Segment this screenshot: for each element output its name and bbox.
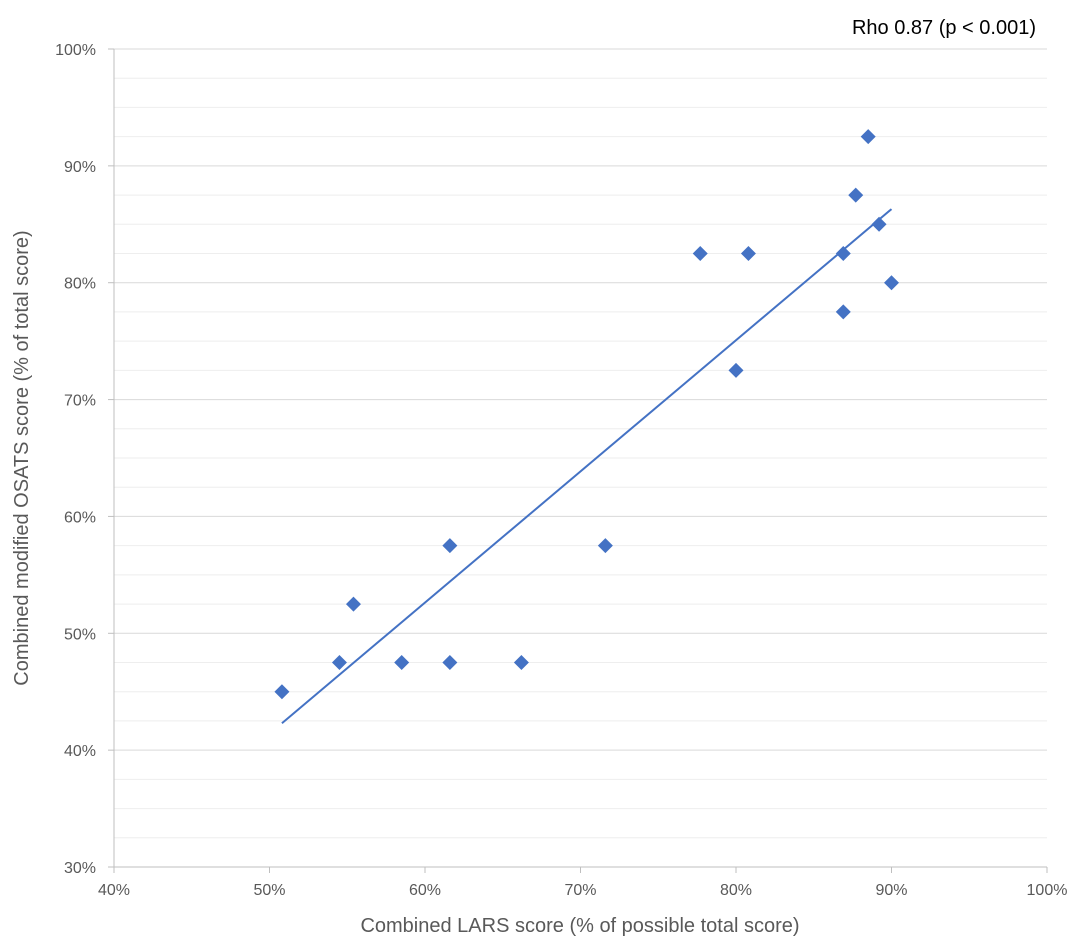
- y-tick-label: 90%: [64, 159, 96, 176]
- x-tick-label: 40%: [98, 882, 130, 899]
- data-points: [274, 129, 899, 700]
- data-point: [728, 362, 744, 378]
- data-point: [692, 246, 708, 261]
- data-point: [871, 216, 887, 232]
- y-axis-title: Combined modified OSATS score (% of tota…: [11, 230, 33, 685]
- data-point: [513, 655, 529, 670]
- y-tick-label: 60%: [64, 509, 96, 526]
- trendline: [281, 208, 893, 725]
- x-axis-title: Combined LARS score (% of possible total…: [360, 915, 799, 937]
- data-point: [835, 304, 851, 320]
- y-tick-label: 100%: [55, 42, 96, 59]
- x-tick-label: 90%: [875, 882, 907, 899]
- data-point: [740, 246, 756, 261]
- data-point: [394, 655, 410, 670]
- correlation-annotation: Rho 0.87 (p < 0.001): [852, 17, 1036, 39]
- y-tick-label: 70%: [64, 393, 96, 410]
- data-point: [331, 655, 347, 670]
- minor-gridlines: [114, 77, 1047, 839]
- y-tick-label: 30%: [64, 860, 96, 877]
- y-axis-ticks: 30% 40% 50% 60% 70% 80% 90% 100%: [55, 42, 114, 877]
- x-tick-label: 50%: [253, 882, 285, 899]
- major-gridlines: [114, 48, 1047, 751]
- y-tick-label: 40%: [64, 743, 96, 760]
- x-tick-label: 60%: [409, 882, 441, 899]
- data-point: [345, 596, 361, 612]
- data-point: [274, 684, 290, 700]
- data-point: [884, 275, 899, 291]
- data-point: [597, 538, 613, 554]
- x-tick-label: 70%: [564, 882, 596, 899]
- data-point: [442, 655, 458, 670]
- x-axis-ticks: 40% 50% 60% 70% 80% 90% 100%: [98, 867, 1067, 899]
- data-point: [835, 246, 851, 261]
- x-tick-label: 100%: [1027, 882, 1068, 899]
- y-tick-label: 50%: [64, 626, 96, 643]
- y-tick-label: 80%: [64, 276, 96, 293]
- data-point: [848, 187, 864, 203]
- x-tick-label: 80%: [720, 882, 752, 899]
- data-point: [442, 538, 458, 554]
- data-point: [860, 129, 876, 145]
